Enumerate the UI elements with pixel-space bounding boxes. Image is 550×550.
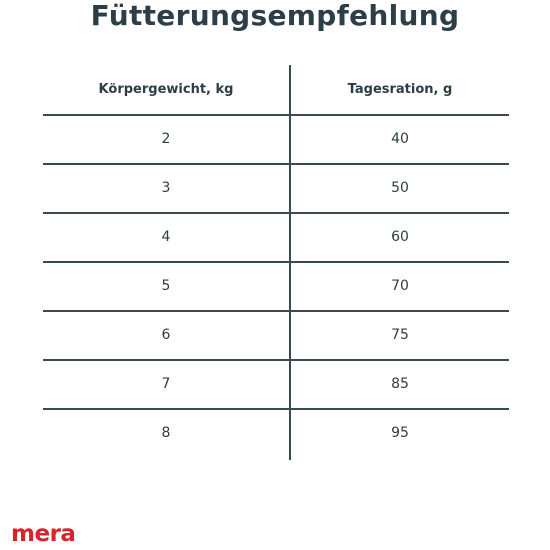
table-row: 2 40 — [43, 114, 509, 163]
ration-cell: 75 — [391, 327, 409, 343]
ration-cell: 95 — [391, 425, 409, 441]
table-row: 5 70 — [43, 261, 509, 310]
ration-cell: 70 — [391, 278, 409, 294]
table-row: 3 50 — [43, 163, 509, 212]
weight-cell: 3 — [161, 180, 171, 196]
table-header: Körpergewicht, kg Tagesration, g — [43, 65, 509, 114]
ration-cell: 85 — [391, 376, 409, 392]
brand-logo: mera — [11, 521, 76, 547]
feeding-table: Körpergewicht, kg Tagesration, g 2 40 3 … — [43, 65, 509, 460]
ration-cell: 50 — [391, 180, 409, 196]
weight-cell: 8 — [161, 425, 171, 441]
ration-cell: 60 — [391, 229, 409, 245]
table-row: 7 85 — [43, 359, 509, 408]
header-body-weight: Körpergewicht, kg — [98, 82, 234, 97]
weight-cell: 4 — [161, 229, 171, 245]
table-row: 8 95 — [43, 408, 509, 457]
weight-cell: 6 — [161, 327, 171, 343]
table-row: 4 60 — [43, 212, 509, 261]
weight-cell: 5 — [161, 278, 171, 294]
header-daily-ration: Tagesration, g — [347, 82, 453, 97]
page-title: Fütterungsempfehlung — [90, 0, 460, 32]
table-row: 6 75 — [43, 310, 509, 359]
ration-cell: 40 — [391, 131, 409, 147]
weight-cell: 7 — [161, 376, 171, 392]
weight-cell: 2 — [161, 131, 171, 147]
